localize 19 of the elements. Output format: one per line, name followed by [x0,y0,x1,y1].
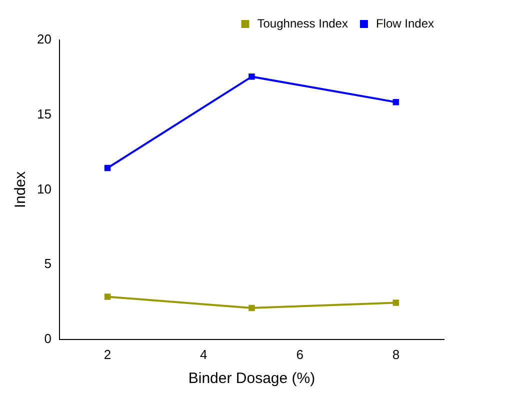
legend-label: Toughness Index [257,16,348,30]
point [392,99,400,106]
y-axis-title: Index [12,170,30,208]
point [104,164,111,172]
legend-label: Flow Index [376,16,434,30]
y-tick-label: 20 [36,32,52,47]
y-tick-label: 15 [36,106,52,122]
point [392,300,400,306]
point [104,294,111,300]
y-tick-label: 0 [44,330,52,346]
x-axis-title: Binder Dosage (%) [188,370,316,388]
x-tick-label: 8 [392,346,400,362]
point [248,74,255,80]
y-tick-label: 5 [44,256,52,272]
x-tick-label: 2 [104,346,112,362]
x-tick-label: 4 [200,346,208,362]
x-tick-label: 6 [296,346,304,362]
point [248,304,255,312]
y-tick-label: 10 [36,181,52,196]
